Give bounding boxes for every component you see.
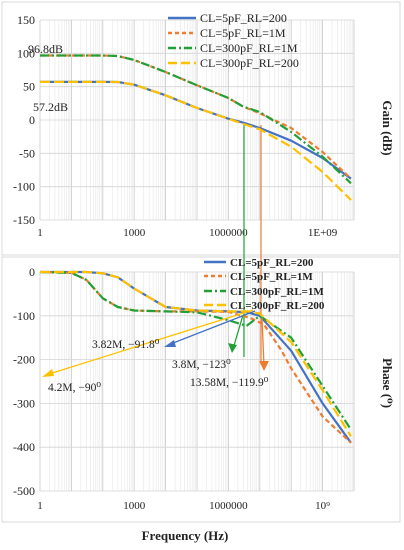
phase-annotation-yellow: 4.2M, −90⁰ — [48, 382, 101, 394]
phase-series-lines — [39, 270, 352, 444]
phase-legend: CL=5pF_RL=200 CL=5pF_RL=1M CL=300pF_RL=1… — [204, 257, 325, 312]
gain-y-axis-label: Gain (dB) — [380, 100, 395, 155]
phase-legend-label-4: CL=300pF_RL=200 — [230, 300, 325, 312]
gain-y-tick-label: -150 — [13, 213, 35, 227]
gain-y-tick-label: 100 — [17, 46, 35, 60]
arrow-orange-head — [259, 361, 269, 371]
phase-y-tick-label: -500 — [13, 484, 35, 498]
gain-y-tick-label: 150 — [17, 13, 35, 27]
phase-series-line-4 — [40, 270, 352, 437]
gain-y-tick-label: -100 — [13, 180, 35, 194]
arrow-blue-head — [164, 340, 176, 347]
phase-series-line-3 — [39, 270, 352, 431]
gain-x-tick-label: 1E+09 — [308, 227, 338, 239]
gain-legend-label-3: CL=300pF_RL=1M — [200, 41, 298, 55]
arrow-yellow — [45, 309, 254, 376]
gain-y-tick-label: 50 — [23, 80, 35, 94]
gain-panel-frame — [1, 1, 401, 256]
gain-y-tick-label: 0 — [29, 113, 35, 127]
phase-x-tick-label: 1000 — [123, 500, 146, 512]
arrow-yellow-head — [42, 369, 54, 377]
phase-legend-label-3: CL=300pF_RL=1M — [230, 286, 324, 298]
arrow-orange — [261, 317, 265, 367]
phase-y-tick-label: -100 — [13, 309, 35, 323]
arrow-green — [232, 314, 244, 350]
gain-grid — [39, 19, 355, 221]
gain-series-lines — [40, 54, 352, 201]
phase-x-tick-label: 10⁹ — [315, 500, 330, 512]
arrow-green-head — [228, 343, 237, 353]
phase-y-tick-label: -200 — [13, 353, 35, 367]
phase-annotation-orange: 13.58M, −119.9⁰ — [190, 377, 269, 389]
phase-x-tick-label: 1000000 — [209, 500, 248, 512]
phase-annotation-blue: 3.82M, −91.8⁰ — [92, 339, 160, 351]
phase-y-axis-label: Phase (⁰) — [380, 358, 395, 408]
phase-legend-label-1: CL=5pF_RL=200 — [230, 257, 314, 269]
gain-series-line-4 — [40, 80, 352, 201]
gain-x-tick-label: 1000 — [123, 227, 146, 239]
arrow-blue — [167, 310, 256, 346]
gain-annotation-high: 96.8dB — [28, 42, 63, 56]
gain-y-tick-label: -50 — [19, 146, 35, 160]
phase-y-tick-label: 0 — [29, 265, 35, 279]
gain-x-tick-label: 1 — [37, 227, 43, 239]
phase-y-tick-label: -300 — [13, 396, 35, 410]
phase-legend-label-2: CL=5pF_RL=1M — [230, 271, 313, 283]
phase-annotation-arrows — [42, 309, 269, 377]
gain-legend-label-1: CL=5pF_RL=200 — [200, 11, 287, 25]
gain-annotation-low: 57.2dB — [33, 100, 68, 114]
gain-x-tick-label: 1000000 — [209, 227, 248, 239]
x-axis-label: Frequency (Hz) — [142, 528, 229, 543]
phase-panel-frame — [1, 256, 401, 523]
gain-legend-label-4: CL=300pF_RL=200 — [200, 56, 299, 70]
gain-legend: CL=5pF_RL=200 CL=5pF_RL=1M CL=300pF_RL=1… — [168, 11, 299, 70]
gain-legend-label-2: CL=5pF_RL=1M — [200, 26, 286, 40]
gain-series-line-3 — [40, 54, 352, 185]
phase-y-tick-label: -400 — [13, 440, 35, 454]
phase-x-tick-label: 1 — [37, 500, 43, 512]
phase-annotation-green: 3.8M, −123⁰ — [172, 359, 231, 371]
